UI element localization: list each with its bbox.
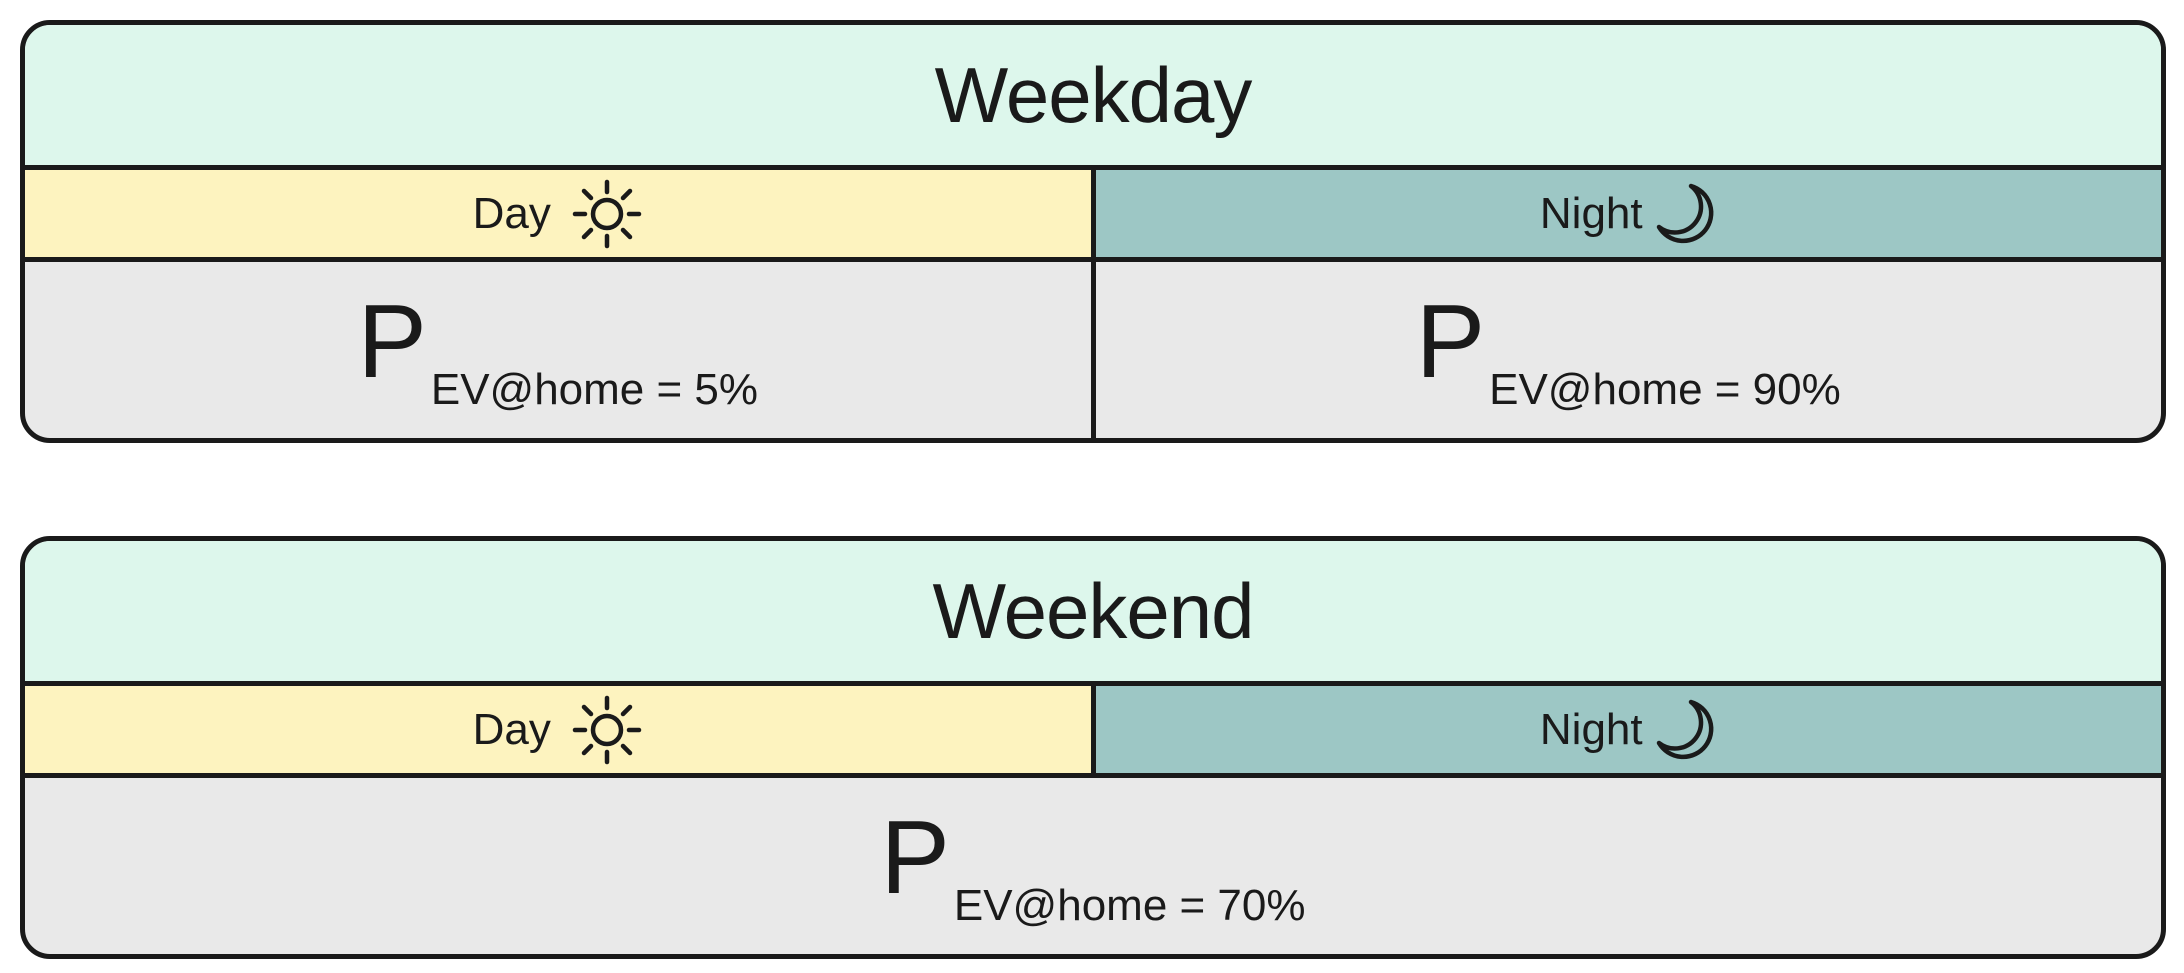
weekday-day-header: Day bbox=[25, 170, 1096, 257]
weekend-probability: P EV@home = 70% bbox=[25, 778, 2161, 954]
weekday-period-row: Day Night bbox=[25, 170, 2161, 262]
weekday-day-probability: P EV@home = 5% bbox=[25, 262, 1096, 438]
weekend-day-header: Day bbox=[25, 686, 1096, 773]
weekday-night-header: Night bbox=[1095, 170, 2161, 257]
probability-subscript: EV@home = 70% bbox=[953, 881, 1306, 930]
weekend-night-label: Night bbox=[1539, 704, 1643, 754]
probability-formula: P EV@home = 5% bbox=[357, 284, 758, 412]
moon-icon bbox=[1651, 697, 1717, 763]
probability-symbol: P bbox=[357, 284, 427, 400]
probability-subscript: EV@home = 90% bbox=[1489, 365, 1841, 414]
probability-formula: P EV@home = 90% bbox=[1415, 284, 1841, 412]
weekend-period-row: Day Night bbox=[25, 686, 2161, 778]
probability-formula: P EV@home = 70% bbox=[880, 800, 1305, 928]
weekend-night-header: Night bbox=[1095, 686, 2161, 773]
weekday-night-label: Night bbox=[1539, 188, 1643, 238]
weekend-title: Weekend bbox=[25, 541, 2161, 686]
moon-icon bbox=[1651, 181, 1717, 247]
weekday-probability-row: P EV@home = 5% P EV@home = 90% bbox=[25, 262, 2161, 438]
weekday-night-probability: P EV@home = 90% bbox=[1096, 262, 2162, 438]
weekend-panel: Weekend Day bbox=[20, 536, 2166, 959]
weekday-day-label: Day bbox=[472, 188, 551, 238]
sun-icon bbox=[571, 694, 643, 766]
sun-icon bbox=[571, 178, 643, 250]
weekend-day-label: Day bbox=[472, 704, 551, 754]
weekday-title: Weekday bbox=[25, 25, 2161, 170]
probability-subscript: EV@home = 5% bbox=[430, 365, 759, 414]
probability-symbol: P bbox=[1415, 284, 1486, 400]
probability-symbol: P bbox=[880, 800, 950, 916]
weekday-panel: Weekday Day bbox=[20, 20, 2166, 443]
weekend-probability-row: P EV@home = 70% bbox=[25, 778, 2161, 954]
